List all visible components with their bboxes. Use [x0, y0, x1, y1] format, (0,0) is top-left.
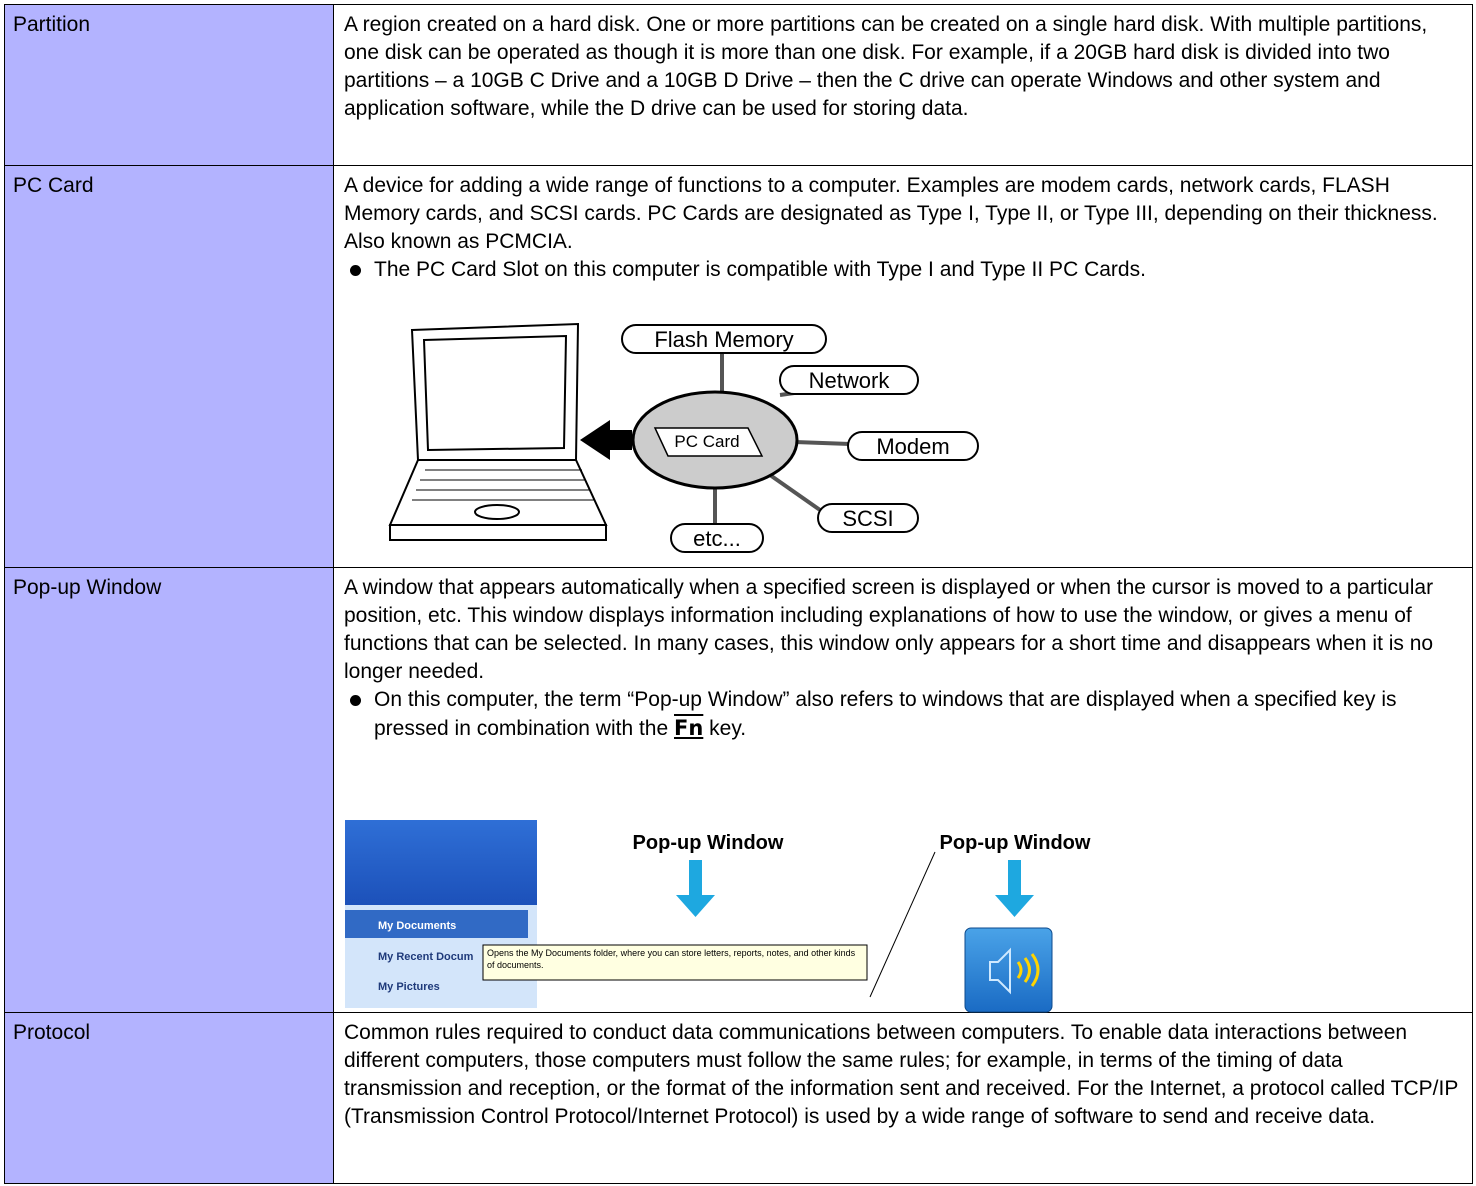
- text: Common rules required to conduct data co…: [344, 1021, 1458, 1128]
- bullet: The PC Card Slot on this computer is com…: [344, 256, 1464, 284]
- term: PC Card: [4, 165, 334, 568]
- text: key.: [709, 717, 747, 740]
- key: Fn: [674, 716, 704, 740]
- description: A window that appears automatically when…: [333, 567, 1473, 1013]
- text: On this computer, the term “Pop-up Windo…: [374, 688, 1397, 740]
- text: A window that appears automatically when…: [344, 576, 1434, 683]
- term: Protocol: [4, 1012, 334, 1184]
- term: Pop-up Window: [4, 567, 334, 1013]
- description: A region created on a hard disk. One or …: [333, 4, 1473, 166]
- description: Common rules required to conduct data co…: [333, 1012, 1473, 1184]
- text: A region created on a hard disk. One or …: [344, 13, 1428, 120]
- description: A device for adding a wide range of func…: [333, 165, 1473, 568]
- term: Partition: [4, 4, 334, 166]
- bullet: On this computer, the term “Pop-up Windo…: [344, 686, 1464, 743]
- text: A device for adding a wide range of func…: [344, 174, 1438, 253]
